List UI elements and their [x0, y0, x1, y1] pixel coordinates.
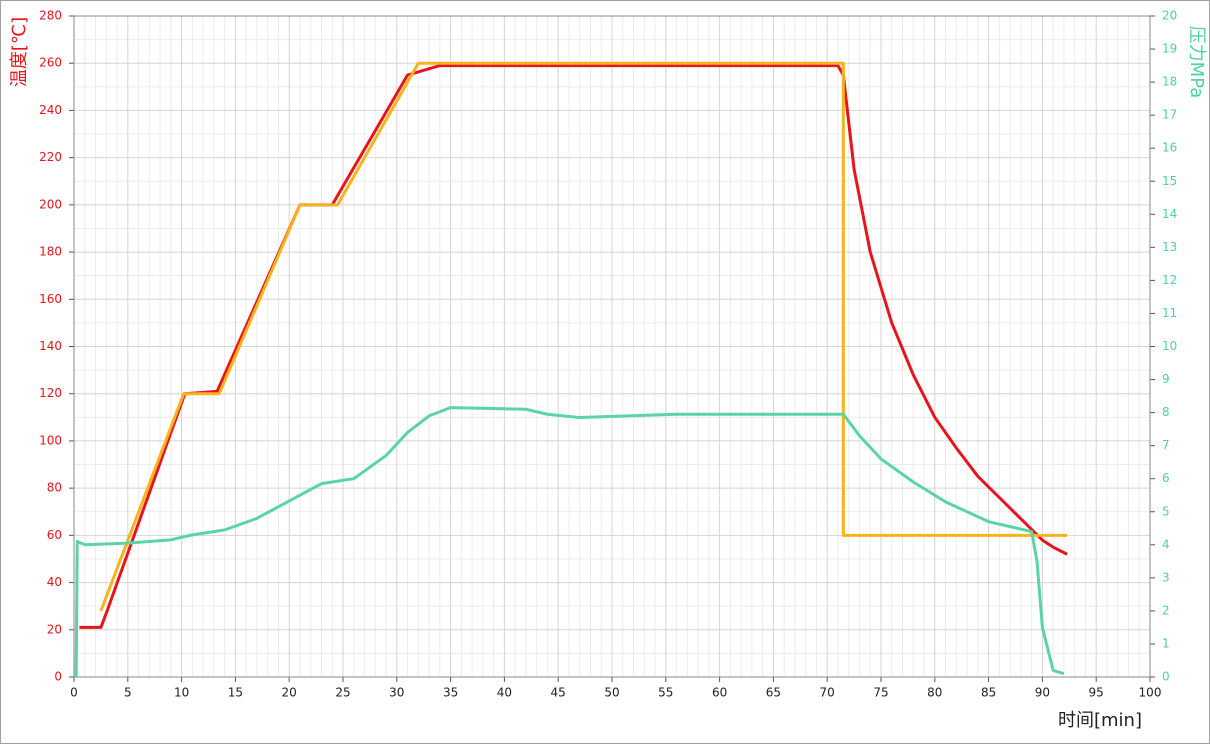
x-tick-label: 45 [551, 686, 566, 700]
y2-tick-label: 10 [1162, 339, 1177, 353]
y-tick-label: 100 [39, 433, 62, 447]
y-tick-label: 120 [39, 386, 62, 400]
y-tick-label: 220 [39, 150, 62, 164]
y2-tick-label: 0 [1162, 670, 1170, 684]
y-tick-label: 60 [47, 528, 62, 542]
y2-tick-label: 4 [1162, 537, 1170, 551]
x-tick-label: 30 [389, 686, 404, 700]
y-tick-label: 80 [47, 481, 62, 495]
x-tick-label: 10 [174, 686, 189, 700]
y2-tick-label: 11 [1162, 306, 1177, 320]
x-tick-label: 50 [604, 686, 619, 700]
y2-tick-label: 20 [1162, 9, 1177, 23]
y-tick-label: 160 [39, 292, 62, 306]
y-tick-label: 20 [47, 622, 62, 636]
x-tick-label: 35 [443, 686, 458, 700]
y-tick-label: 180 [39, 245, 62, 259]
y2-tick-label: 1 [1162, 636, 1170, 650]
y2-tick-label: 9 [1162, 372, 1170, 386]
y2-tick-label: 17 [1162, 108, 1177, 122]
y-axis-label: 温度[℃] [9, 17, 30, 87]
y2-axis-label: 压力MPa [1186, 26, 1207, 99]
x-tick-label: 95 [1089, 686, 1104, 700]
y2-tick-label: 3 [1162, 570, 1170, 584]
x-tick-label: 100 [1139, 686, 1162, 700]
x-tick-label: 90 [1035, 686, 1050, 700]
x-tick-label: 75 [873, 686, 888, 700]
y2-tick-label: 6 [1162, 471, 1170, 485]
x-tick-label: 70 [820, 686, 835, 700]
y2-tick-label: 12 [1162, 273, 1177, 287]
x-tick-label: 15 [228, 686, 243, 700]
y-tick-label: 200 [39, 197, 62, 211]
data-line [79, 64, 1068, 629]
y2-tick-label: 2 [1162, 603, 1170, 617]
y-tick-label: 140 [39, 339, 62, 353]
x-tick-label: 60 [712, 686, 727, 700]
plot-border [73, 15, 1151, 678]
y2-tick-label: 8 [1162, 405, 1170, 419]
data-line [74, 406, 1065, 678]
x-tick-label: 65 [766, 686, 781, 700]
y2-tick-label: 18 [1162, 75, 1177, 89]
x-tick-label: 25 [335, 686, 350, 700]
y-tick-label: 260 [39, 56, 62, 70]
y2-tick-label: 15 [1162, 174, 1177, 188]
y2-tick-label: 5 [1162, 504, 1170, 518]
x-tick-label: 20 [282, 686, 297, 700]
y-tick-label: 280 [39, 9, 62, 23]
x-tick-label: 5 [124, 686, 132, 700]
x-tick-label: 55 [658, 686, 673, 700]
y2-tick-label: 19 [1162, 42, 1177, 56]
y2-tick-label: 16 [1162, 141, 1177, 155]
y2-tick-label: 7 [1162, 438, 1170, 452]
y2-tick-label: 13 [1162, 240, 1177, 254]
y-tick-label: 0 [54, 670, 62, 684]
y-tick-label: 240 [39, 103, 62, 117]
x-tick-label: 0 [70, 686, 78, 700]
y2-tick-label: 14 [1162, 207, 1177, 221]
x-tick-label: 40 [497, 686, 512, 700]
x-tick-label: 80 [927, 686, 942, 700]
data-line [99, 61, 1068, 612]
x-axis-label: 时间[min] [1058, 710, 1142, 731]
y-tick-label: 40 [47, 575, 62, 589]
x-tick-label: 85 [981, 686, 996, 700]
